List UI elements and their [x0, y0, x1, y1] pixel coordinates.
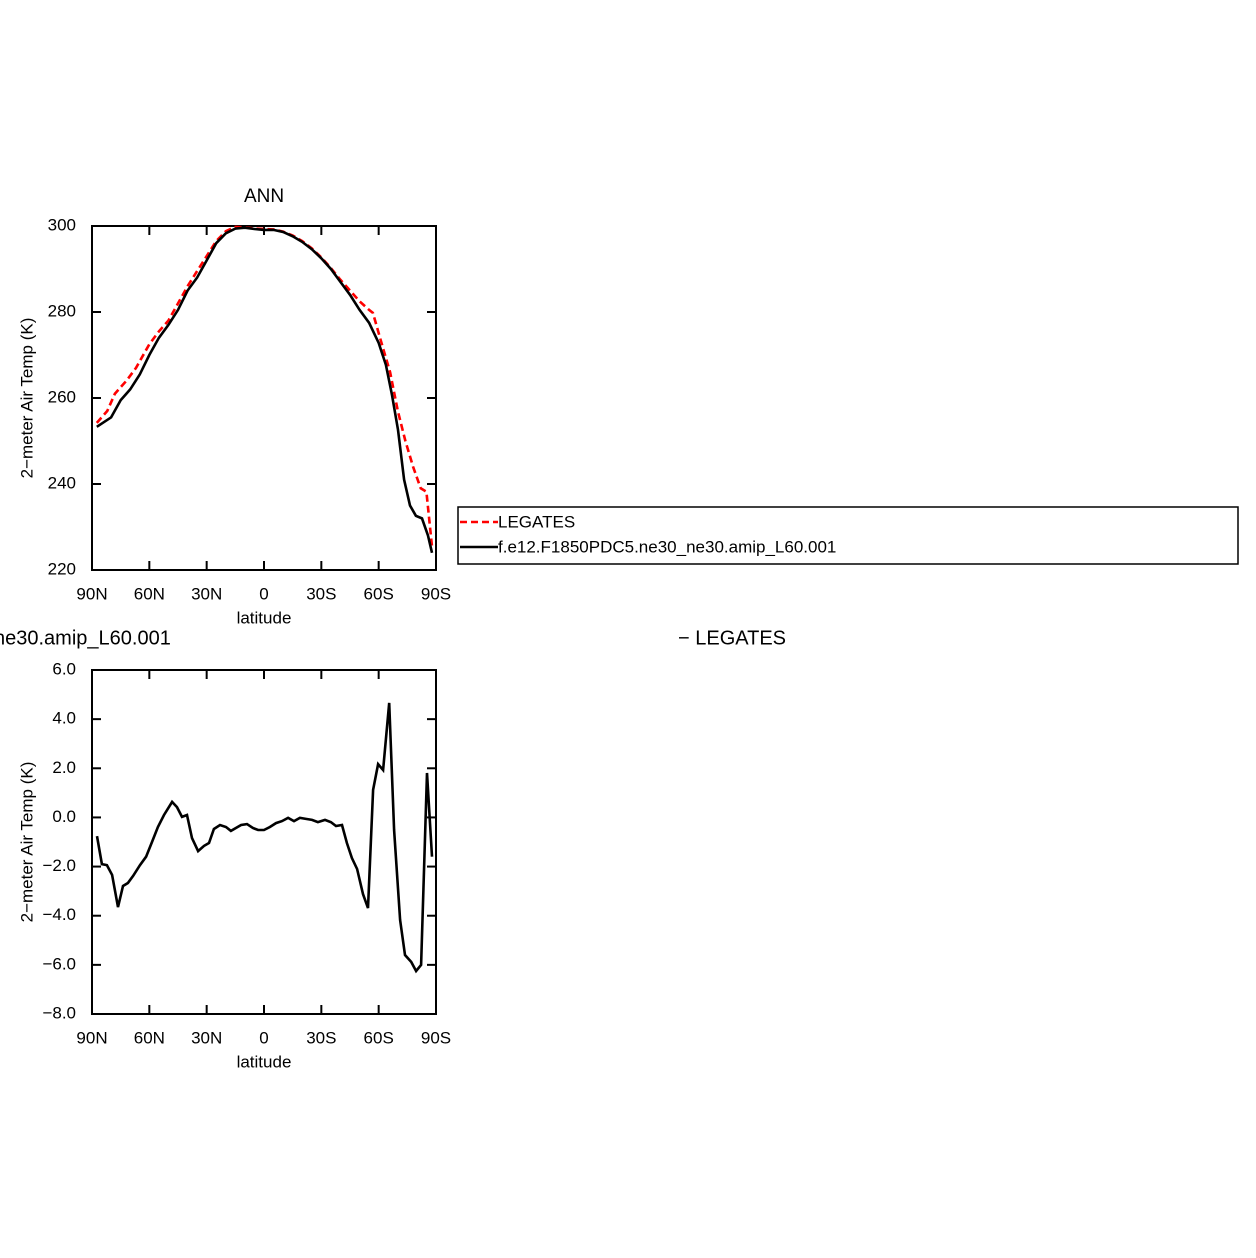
- x-tick-label: 30S: [306, 584, 336, 603]
- x-tick-label: 30S: [306, 1028, 336, 1047]
- y-axis-label: 2−meter Air Temp (K): [17, 318, 36, 479]
- plot-frame: [91, 669, 437, 1015]
- y-tick-label: −8.0: [42, 1003, 76, 1022]
- x-axis-label: latitude: [237, 608, 292, 627]
- data-line: [96, 226, 434, 554]
- y-tick-label: 6.0: [52, 659, 76, 678]
- x-tick-label: 60N: [134, 1028, 165, 1047]
- y-tick-label: 300: [48, 215, 76, 234]
- x-tick-label: 90N: [76, 1028, 107, 1047]
- chart-title: ANN: [244, 186, 284, 207]
- data-line: [95, 225, 434, 549]
- legend-label: f.e12.F1850PDC5.ne30_ne30.amip_L60.001: [498, 537, 836, 556]
- y-tick-label: 280: [48, 301, 76, 320]
- plot-frame: [91, 225, 437, 571]
- legend-label: LEGATES: [498, 512, 575, 531]
- y-tick-label: −4.0: [42, 905, 76, 924]
- data-line: [95, 702, 434, 974]
- y-tick-label: −6.0: [42, 954, 76, 973]
- legend-box: [457, 506, 1239, 565]
- x-tick-label: 30N: [191, 584, 222, 603]
- x-tick-label: 0: [259, 584, 268, 603]
- x-tick-label: 60N: [134, 584, 165, 603]
- x-tick-label: 90N: [76, 584, 107, 603]
- y-tick-label: 0.0: [52, 807, 76, 826]
- y-tick-label: 260: [48, 387, 76, 406]
- chart-title: ne30.amip_L60.001: [0, 627, 171, 649]
- x-tick-label: 90S: [421, 584, 451, 603]
- y-tick-label: 220: [48, 559, 76, 578]
- x-axis-label: latitude: [237, 1052, 292, 1071]
- chart-title-right: − LEGATES: [678, 627, 786, 649]
- x-tick-label: 60S: [364, 1028, 394, 1047]
- x-tick-label: 0: [259, 1028, 268, 1047]
- x-tick-label: 60S: [364, 584, 394, 603]
- y-tick-label: 4.0: [52, 709, 76, 728]
- y-axis-label: 2−meter Air Temp (K): [17, 762, 36, 923]
- x-tick-label: 30N: [191, 1028, 222, 1047]
- y-tick-label: 240: [48, 473, 76, 492]
- y-tick-label: −2.0: [42, 856, 76, 875]
- x-tick-label: 90S: [421, 1028, 451, 1047]
- y-tick-label: 2.0: [52, 758, 76, 777]
